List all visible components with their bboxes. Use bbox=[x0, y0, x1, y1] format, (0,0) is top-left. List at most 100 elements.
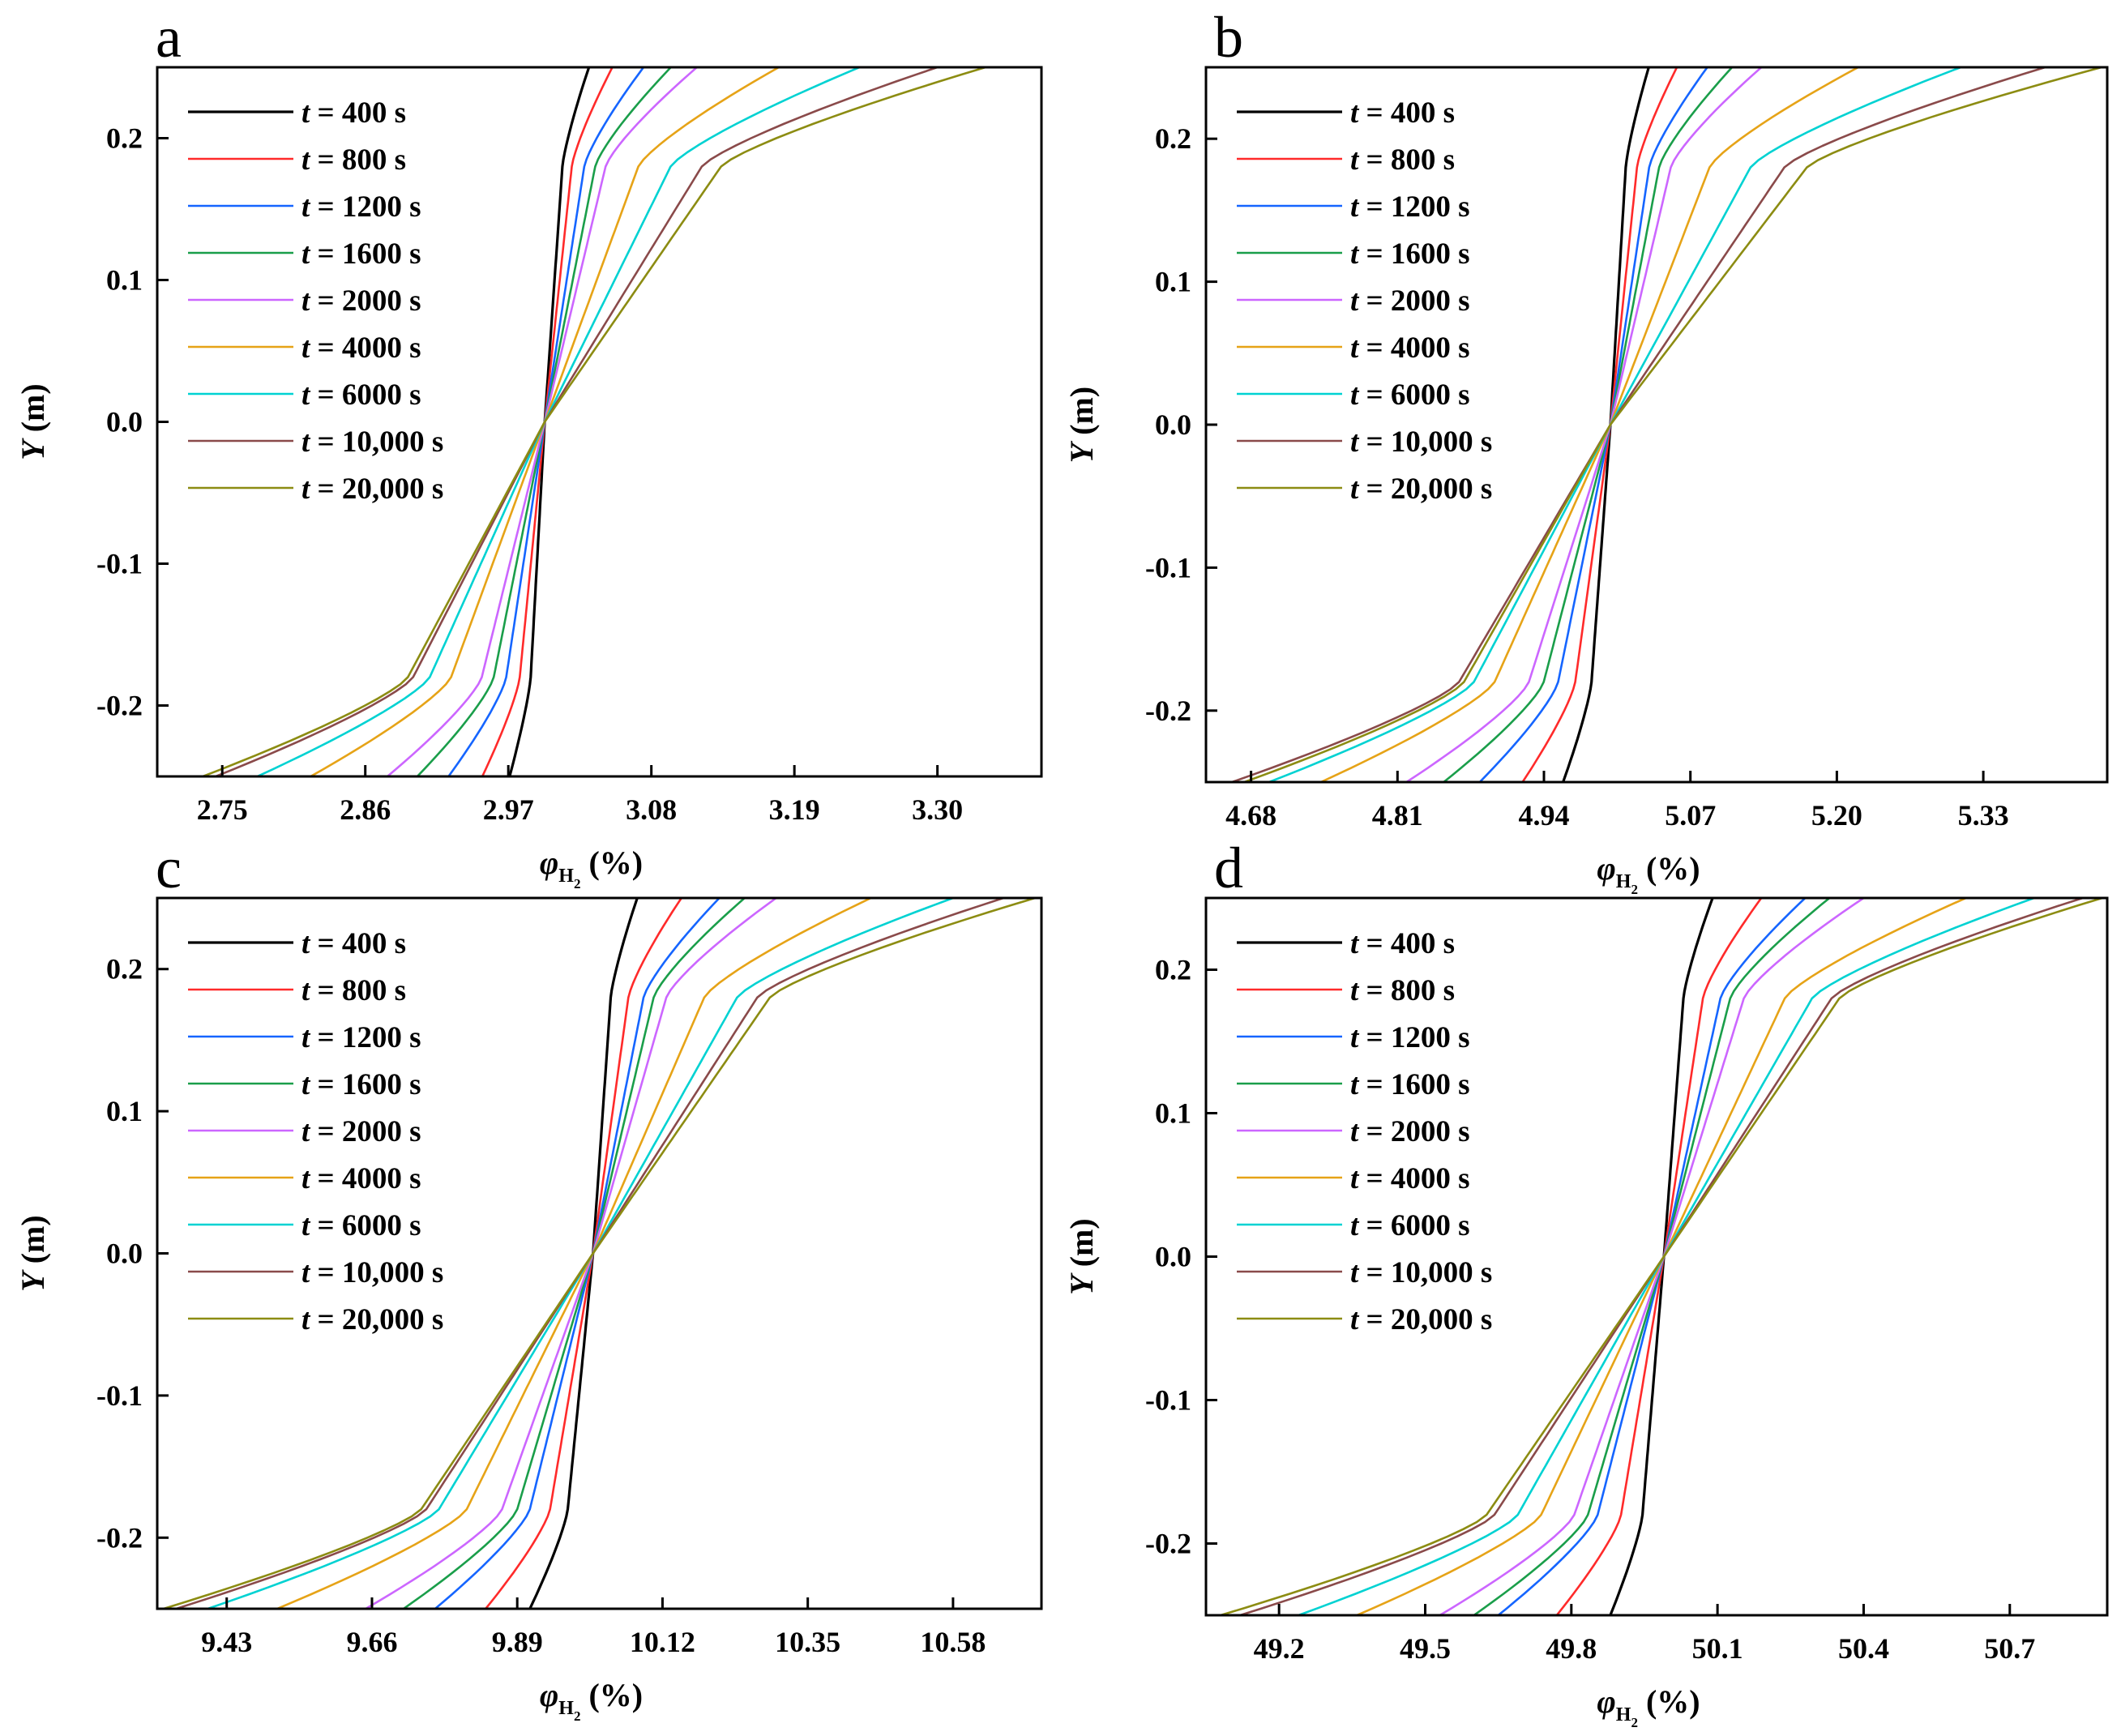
x-axis-label: φH2 (%) bbox=[1597, 1683, 1700, 1730]
x-axis-label: φH2 (%) bbox=[540, 1677, 643, 1724]
y-axis-label: Y (m) bbox=[15, 1215, 51, 1291]
legend-label: t = 10,000 s bbox=[301, 425, 443, 459]
series-line bbox=[1220, 898, 2103, 1615]
legend-label: t = 4000 s bbox=[301, 331, 421, 365]
legend-label: t = 6000 s bbox=[1350, 1209, 1470, 1242]
panel-c: 9.43 9.66 9.89 10.12 10.35 10.58 -0.2 -0.1 0.0 0.… bbox=[15, 836, 1043, 1724]
y-axis-label: Y (m) bbox=[1063, 1218, 1100, 1294]
x-axis-label: φH2 (%) bbox=[540, 844, 643, 892]
y-tick-label: 0.1 bbox=[106, 264, 143, 297]
legend-label: t = 20,000 s bbox=[301, 1303, 443, 1336]
legend-label: t = 2000 s bbox=[301, 1115, 421, 1148]
x-axis-label: φH2 (%) bbox=[1597, 850, 1700, 897]
legend-label: t = 20,000 s bbox=[1350, 472, 1492, 506]
legend-label: t = 1600 s bbox=[301, 237, 421, 271]
legend: t = 400 s t = 800 s t = 1200 s t = 1600 s t … bbox=[1237, 927, 1492, 1336]
legend-label: t = 1200 s bbox=[1350, 190, 1470, 224]
legend-label: t = 1600 s bbox=[301, 1068, 421, 1101]
panel-a: 2.75 2.86 2.97 3.08 3.19 3.30 -0.2 -0.1 0.0 0.1 0.… bbox=[15, 5, 1043, 892]
y-tick-label: -0.2 bbox=[96, 690, 143, 722]
x-tick-label: 9.66 bbox=[346, 1626, 397, 1658]
x-tick-label: 50.4 bbox=[1838, 1632, 1889, 1665]
legend-label: t = 1200 s bbox=[1350, 1021, 1470, 1054]
x-tick-label: 5.33 bbox=[1958, 799, 2009, 832]
x-tick-label: 10.58 bbox=[920, 1626, 986, 1658]
y-tick-label: -0.1 bbox=[1145, 1384, 1191, 1417]
x-tick-label: 5.07 bbox=[1665, 799, 1716, 832]
y-tick-label: -0.2 bbox=[96, 1521, 143, 1554]
y-tick-label: 0.1 bbox=[1155, 1097, 1191, 1130]
legend-label: t = 1200 s bbox=[301, 1021, 421, 1054]
x-tick-label: 3.19 bbox=[769, 793, 820, 826]
series-line bbox=[434, 898, 721, 1609]
legend-label: t = 800 s bbox=[1350, 143, 1455, 177]
x-tick-label: 2.97 bbox=[483, 793, 534, 826]
legend-label: t = 4000 s bbox=[1350, 1162, 1470, 1195]
series-line bbox=[163, 898, 1036, 1609]
legend-label: t = 1600 s bbox=[1350, 237, 1470, 271]
y-axis-label: Y (m) bbox=[15, 383, 51, 460]
legend-label: t = 400 s bbox=[301, 927, 406, 960]
y-tick-label: 0.2 bbox=[1155, 954, 1191, 986]
y-tick-label: 0.2 bbox=[106, 122, 143, 155]
series-line bbox=[1478, 67, 1708, 782]
series-line bbox=[1439, 898, 1865, 1615]
series-group bbox=[202, 67, 986, 776]
x-tick-label: 49.5 bbox=[1400, 1632, 1451, 1665]
x-tick-label: 4.81 bbox=[1372, 799, 1423, 832]
panel-letter: b bbox=[1214, 5, 1243, 70]
x-tick-label: 2.86 bbox=[340, 793, 391, 826]
legend-label: t = 800 s bbox=[301, 974, 406, 1007]
plot-frame bbox=[1204, 896, 2109, 1617]
y-tick-label: 0.2 bbox=[1155, 122, 1191, 155]
x-tick-label: 49.2 bbox=[1254, 1632, 1305, 1665]
y-tick-label: 0.0 bbox=[106, 406, 143, 438]
x-tick-label: 50.7 bbox=[1984, 1632, 2035, 1665]
legend-label: t = 400 s bbox=[301, 96, 406, 130]
legend-label: t = 800 s bbox=[1350, 974, 1455, 1007]
y-tick-label: -0.2 bbox=[1145, 1528, 1191, 1560]
legend-label: t = 10,000 s bbox=[301, 1256, 443, 1289]
panel-letter: d bbox=[1214, 836, 1243, 900]
x-tick-label: 50.1 bbox=[1692, 1632, 1743, 1665]
legend-label: t = 10,000 s bbox=[1350, 1256, 1492, 1289]
y-tick-label: -0.1 bbox=[96, 1379, 143, 1412]
series-line bbox=[403, 898, 746, 1609]
plot-frame bbox=[1204, 66, 2109, 784]
series-line bbox=[1555, 898, 1763, 1615]
panel-d: 49.2 49.5 49.8 50.1 50.4 50.7 -0.2 -0.1 0.0 0.1 0.… bbox=[1063, 836, 2109, 1730]
x-tick-label: 4.94 bbox=[1519, 799, 1570, 832]
legend-label: t = 2000 s bbox=[301, 284, 421, 318]
x-tick-label: 49.8 bbox=[1546, 1632, 1597, 1665]
y-tick-label: 0.0 bbox=[1155, 1241, 1191, 1273]
series-group bbox=[1220, 898, 2103, 1615]
series-group bbox=[1231, 67, 2102, 782]
series-line bbox=[1473, 898, 1831, 1615]
panel-b: 4.68 4.81 4.94 5.07 5.20 5.33 -0.2 -0.1 0.0 0.1 0.… bbox=[1063, 5, 2109, 897]
legend-label: t = 6000 s bbox=[1350, 378, 1470, 412]
x-tick-label: 3.30 bbox=[912, 793, 963, 826]
legend-label: t = 2000 s bbox=[1350, 1115, 1470, 1148]
y-axis-label: Y (m) bbox=[1063, 387, 1100, 463]
series-line bbox=[1405, 67, 1763, 782]
legend-label: t = 2000 s bbox=[1350, 284, 1470, 318]
legend-label: t = 6000 s bbox=[301, 1209, 421, 1242]
legend-label: t = 4000 s bbox=[1350, 331, 1470, 365]
series-line bbox=[528, 898, 639, 1609]
plot-frame bbox=[156, 66, 1043, 778]
legend-label: t = 6000 s bbox=[301, 378, 421, 412]
series-line bbox=[202, 67, 986, 776]
y-tick-label: 0.2 bbox=[106, 953, 143, 986]
y-tick-label: 0.1 bbox=[106, 1095, 143, 1127]
legend-label: t = 20,000 s bbox=[301, 472, 443, 506]
legend-label: t = 400 s bbox=[1350, 96, 1455, 130]
series-line bbox=[176, 898, 1004, 1609]
legend-label: t = 800 s bbox=[301, 143, 406, 177]
series-group bbox=[163, 898, 1036, 1609]
legend-label: t = 10,000 s bbox=[1350, 425, 1492, 459]
y-tick-label: -0.1 bbox=[96, 548, 143, 580]
series-line bbox=[1443, 67, 1734, 782]
legend-label: t = 20,000 s bbox=[1350, 1303, 1492, 1336]
legend: t = 400 s t = 800 s t = 1200 s t = 1600 s t … bbox=[188, 927, 443, 1336]
y-tick-label: 0.0 bbox=[1155, 408, 1191, 441]
